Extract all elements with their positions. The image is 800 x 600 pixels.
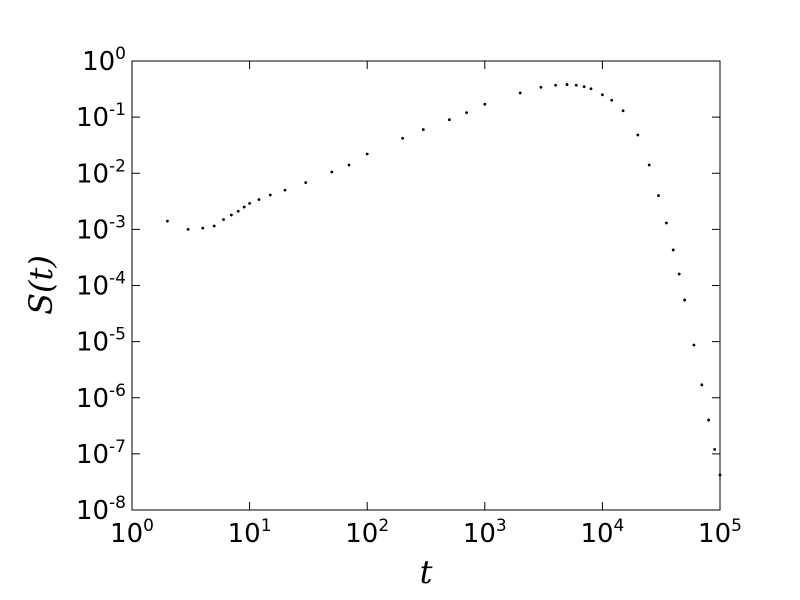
data-point <box>692 343 696 347</box>
data-point <box>421 128 425 131</box>
x-tick-label: 103 <box>463 516 507 549</box>
data-point <box>700 383 704 387</box>
data-point <box>166 219 169 223</box>
data-point <box>465 111 468 115</box>
y-tick-label: 10-8 <box>76 493 126 526</box>
y-tick-label: 10-1 <box>76 100 126 133</box>
y-tick-label: 10-2 <box>76 156 126 189</box>
data-point <box>677 272 681 276</box>
data-point <box>347 163 351 167</box>
data-point <box>201 226 205 230</box>
data-point <box>565 83 569 86</box>
data-point <box>248 202 252 205</box>
data-point <box>539 85 543 89</box>
x-tick-label: 104 <box>580 516 624 549</box>
y-tick-label: 10-6 <box>76 381 126 414</box>
data-point <box>582 85 586 88</box>
data-point <box>257 198 261 201</box>
x-axis-label: t <box>420 553 433 591</box>
data-point <box>671 248 675 252</box>
data-point <box>365 152 369 156</box>
data-point <box>601 93 604 97</box>
data-point <box>186 227 190 231</box>
data-point <box>447 118 451 122</box>
y-tick-label: 100 <box>82 44 126 77</box>
data-point <box>707 418 711 422</box>
y-tick-label: 10-7 <box>76 437 126 470</box>
data-point <box>647 163 651 167</box>
y-axis-label: S(t) <box>22 255 60 315</box>
data-point <box>236 209 240 213</box>
data-point <box>683 298 686 302</box>
data-point <box>636 133 640 137</box>
y-tick-label: 10-4 <box>76 269 126 302</box>
data-point <box>657 194 660 197</box>
data-point <box>283 188 287 192</box>
y-tick-label: 10-5 <box>76 325 126 358</box>
data-point <box>713 448 717 451</box>
x-tick-label: 105 <box>698 516 742 549</box>
data-point <box>718 473 722 477</box>
data-point <box>554 83 558 87</box>
data-point <box>304 181 308 185</box>
data-point <box>664 221 668 225</box>
data-point <box>401 136 405 140</box>
x-tick-label: 102 <box>345 516 389 549</box>
data-point <box>229 213 233 217</box>
y-tick-label: 10-3 <box>76 212 126 245</box>
data-point <box>574 83 578 87</box>
plot-frame <box>131 60 721 511</box>
data-point <box>212 224 216 228</box>
data-point <box>242 205 246 209</box>
x-tick-label: 101 <box>228 516 272 549</box>
data-point <box>589 87 593 91</box>
data-point <box>518 91 522 95</box>
data-point <box>268 193 272 197</box>
x-tick-label: 100 <box>110 516 154 549</box>
data-point <box>621 109 625 113</box>
data-point <box>222 218 225 221</box>
data-point <box>330 170 334 174</box>
data-point <box>610 98 614 102</box>
data-point <box>483 102 487 106</box>
